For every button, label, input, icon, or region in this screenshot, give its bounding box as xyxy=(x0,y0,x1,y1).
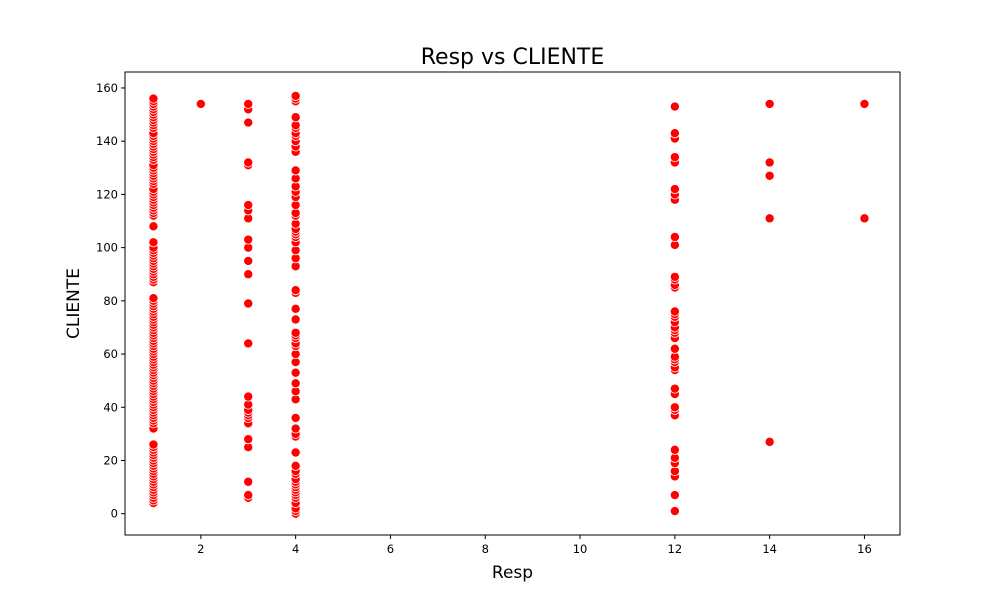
data-point xyxy=(148,93,159,104)
data-point xyxy=(669,490,680,501)
data-point xyxy=(243,476,254,487)
x-tick-label: 6 xyxy=(387,542,394,556)
data-point xyxy=(243,255,254,266)
data-point xyxy=(764,213,775,224)
data-point xyxy=(290,303,301,314)
data-point xyxy=(290,327,301,338)
y-tick-label: 60 xyxy=(103,347,118,361)
y-tick-label: 140 xyxy=(96,134,118,148)
x-tick-label: 4 xyxy=(292,542,299,556)
data-point xyxy=(243,157,254,168)
data-point xyxy=(195,98,206,109)
data-point xyxy=(669,343,680,354)
data-point xyxy=(290,90,301,101)
x-tick-label: 10 xyxy=(573,542,588,556)
data-point xyxy=(290,165,301,176)
data-point xyxy=(243,117,254,128)
x-axis-ticks: 2 4 6 8 10 12 14 16 xyxy=(197,535,872,556)
data-point xyxy=(669,271,680,282)
data-point xyxy=(764,436,775,447)
data-point xyxy=(243,490,254,501)
y-axis-ticks: 0 20 40 60 80 100 120 140 160 xyxy=(96,81,125,521)
y-tick-label: 40 xyxy=(103,400,118,414)
data-point xyxy=(243,391,254,402)
data-point xyxy=(148,439,159,450)
y-tick-label: 120 xyxy=(96,187,118,201)
data-point xyxy=(148,237,159,248)
data-point xyxy=(290,285,301,296)
data-point xyxy=(669,506,680,517)
data-point xyxy=(243,200,254,211)
data-point xyxy=(764,157,775,168)
x-axis-label: Resp xyxy=(492,563,533,583)
data-point xyxy=(243,434,254,445)
data-point xyxy=(290,378,301,389)
data-point xyxy=(148,293,159,304)
points-layer xyxy=(148,90,870,519)
data-point xyxy=(290,447,301,458)
data-point xyxy=(669,184,680,195)
x-tick-label: 14 xyxy=(762,542,777,556)
data-point xyxy=(290,412,301,423)
x-tick-label: 12 xyxy=(668,542,683,556)
data-point xyxy=(669,402,680,413)
data-point xyxy=(669,152,680,163)
x-tick-label: 2 xyxy=(197,542,204,556)
data-point xyxy=(859,213,870,224)
data-point xyxy=(243,298,254,309)
data-point xyxy=(669,101,680,112)
data-point xyxy=(290,423,301,434)
data-point xyxy=(669,444,680,455)
y-tick-label: 80 xyxy=(103,294,118,308)
data-point xyxy=(669,231,680,242)
data-point xyxy=(669,383,680,394)
x-tick-label: 16 xyxy=(857,542,872,556)
y-tick-label: 160 xyxy=(96,81,118,95)
data-point xyxy=(764,170,775,181)
y-tick-label: 0 xyxy=(111,507,118,521)
x-tick-label: 8 xyxy=(482,542,489,556)
chart-title: Resp vs CLIENTE xyxy=(421,45,605,70)
data-point xyxy=(290,460,301,471)
y-tick-label: 100 xyxy=(96,241,118,255)
data-point xyxy=(243,234,254,245)
data-point xyxy=(669,128,680,139)
y-tick-label: 20 xyxy=(103,453,118,467)
data-point xyxy=(148,221,159,232)
data-point xyxy=(290,367,301,378)
data-point xyxy=(243,98,254,109)
data-point xyxy=(764,98,775,109)
plot-frame xyxy=(124,71,901,536)
data-point xyxy=(243,338,254,349)
data-point xyxy=(243,269,254,280)
y-axis-label: CLIENTE xyxy=(64,268,84,339)
data-point xyxy=(290,112,301,123)
data-point xyxy=(669,306,680,317)
data-point xyxy=(290,314,301,325)
data-point xyxy=(859,98,870,109)
